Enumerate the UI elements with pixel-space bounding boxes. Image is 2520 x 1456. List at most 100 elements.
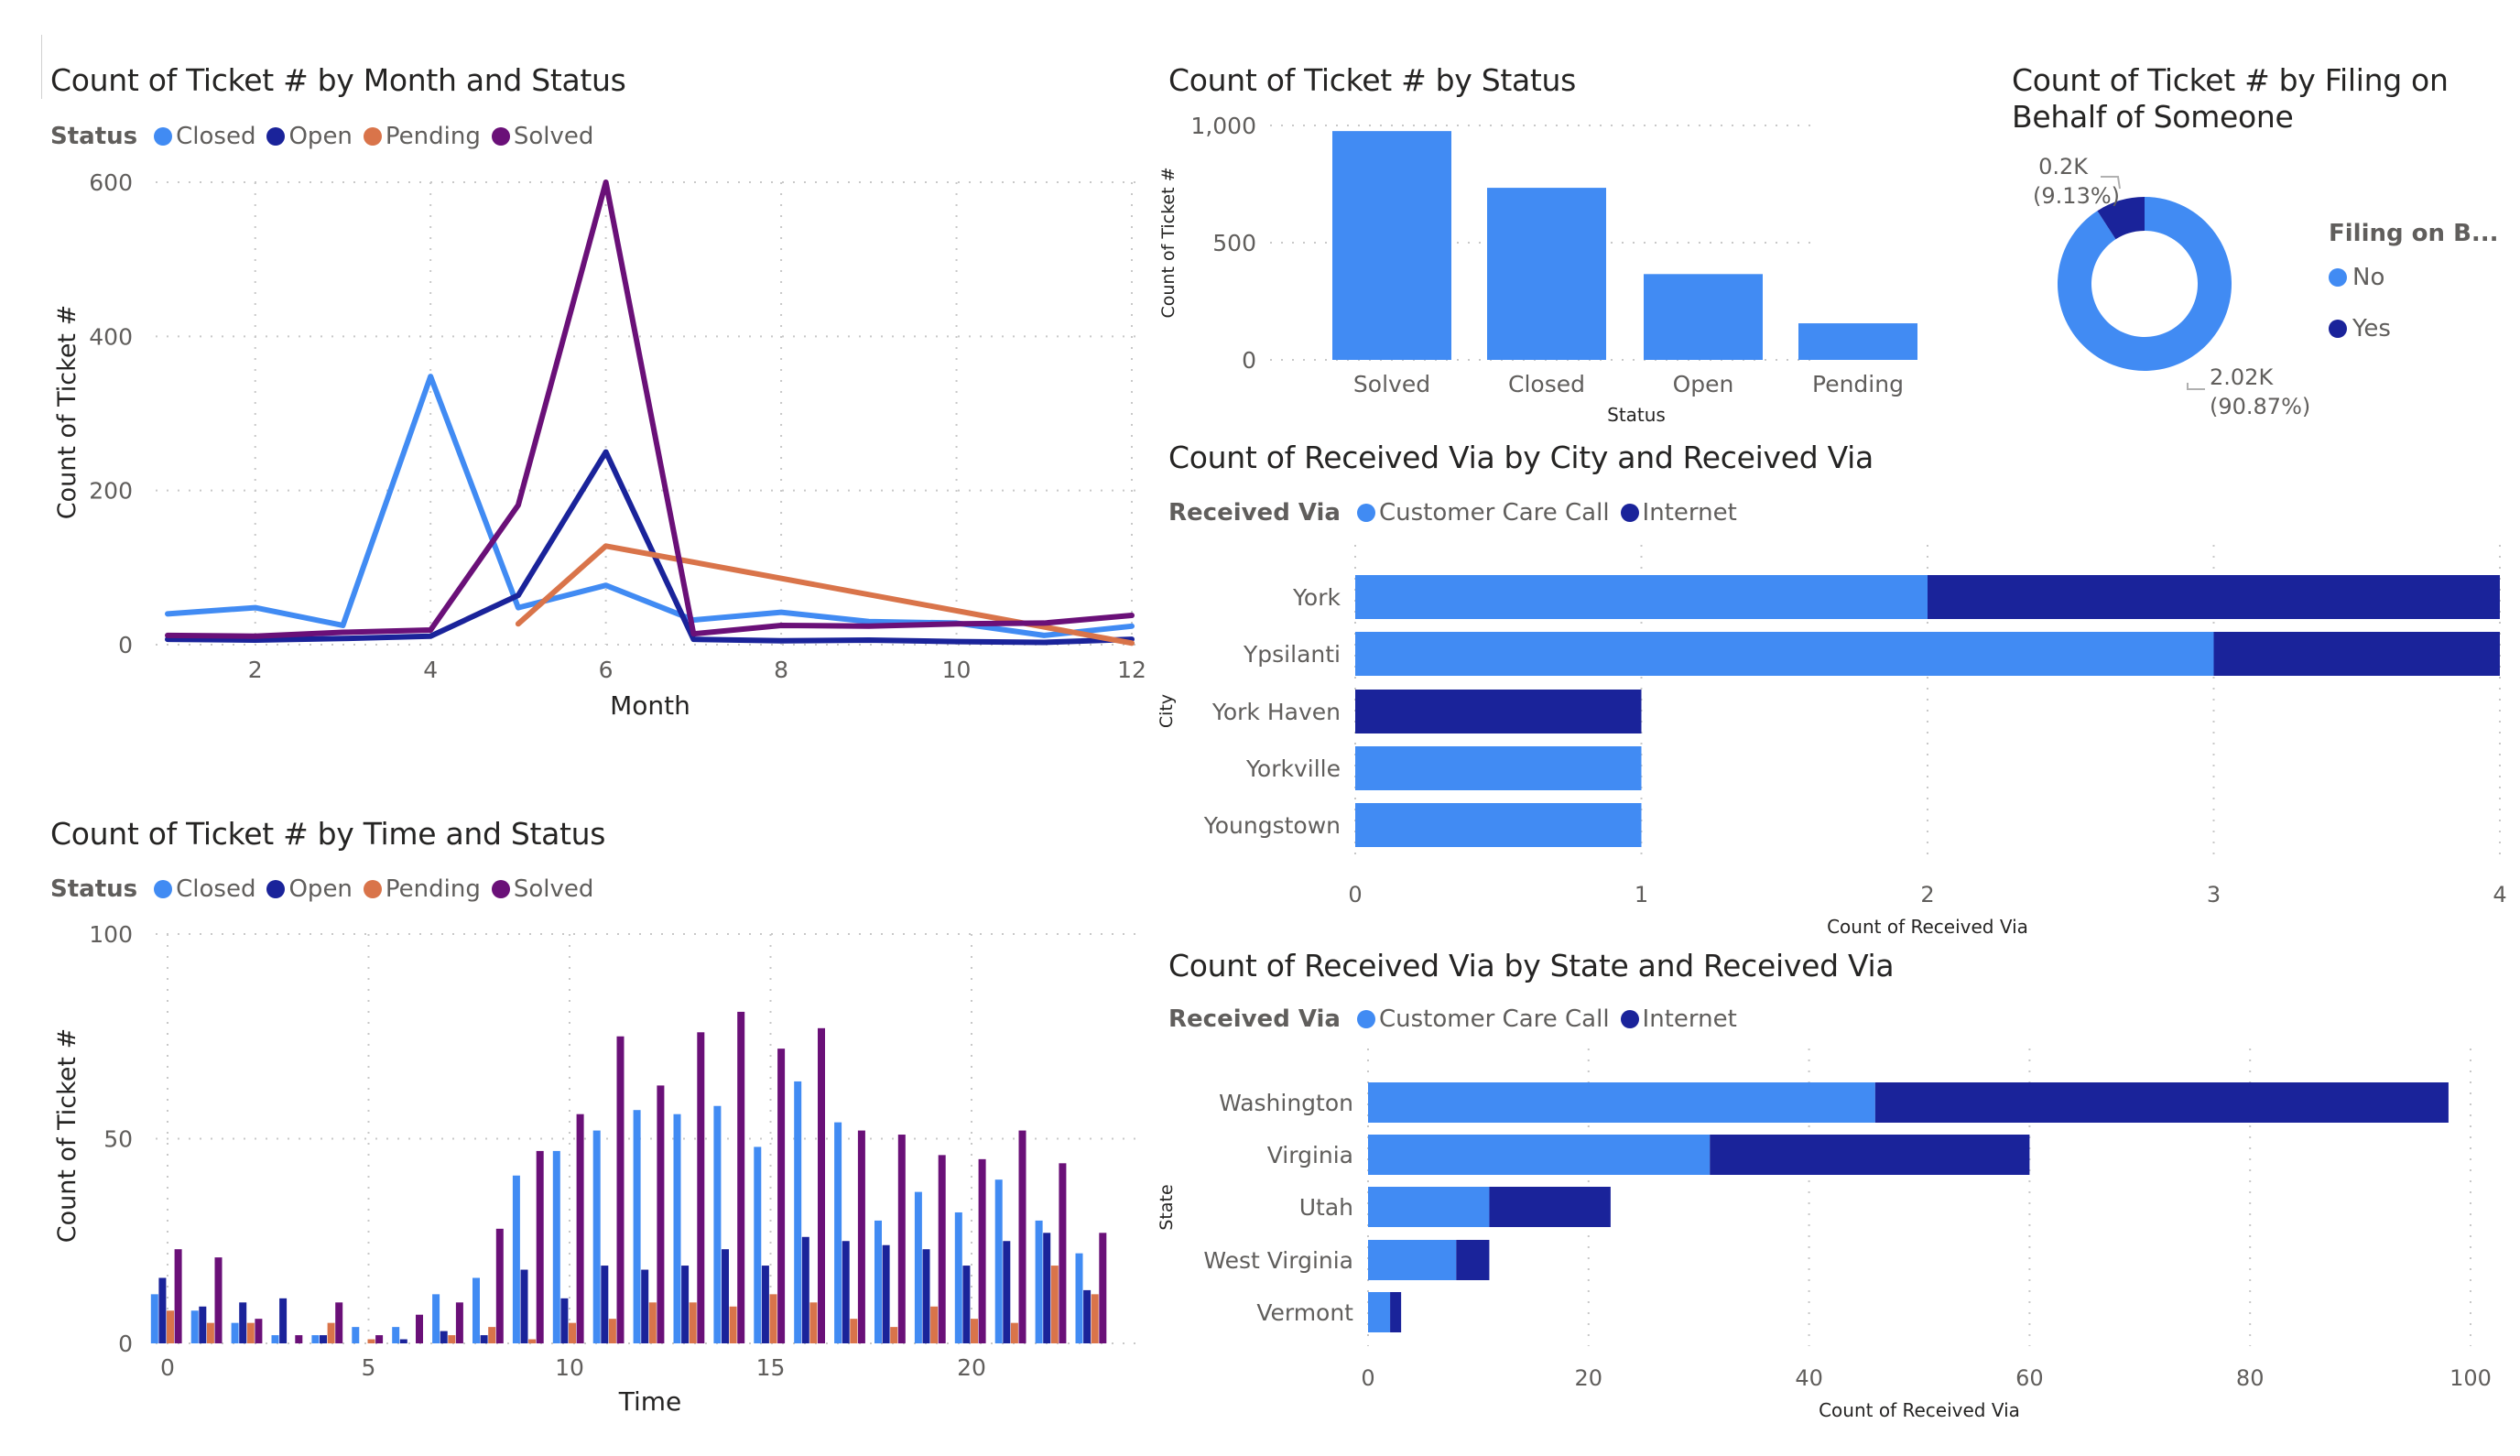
- leader-line: [2101, 176, 2121, 190]
- legend-item-pending[interactable]: Pending: [363, 875, 481, 903]
- legend-dot-icon: [1620, 1010, 1639, 1028]
- bar-closed: [432, 1294, 440, 1343]
- bar-segment-internet: [1710, 1135, 2030, 1175]
- x-tick-label: Solved: [1353, 371, 1430, 397]
- series-line-pending: [515, 543, 1135, 647]
- donut-slice-yes: [2097, 197, 2145, 240]
- bar-pending: [246, 1322, 255, 1343]
- legend-label: Solved: [513, 875, 594, 903]
- legend-item-open[interactable]: Open: [266, 123, 353, 150]
- bar-closed: [954, 1212, 962, 1343]
- bar-open: [199, 1306, 207, 1343]
- bar-solved: [818, 1027, 825, 1343]
- legend-label: Solved: [513, 123, 594, 150]
- legend-item-solved[interactable]: Solved: [491, 875, 594, 903]
- bar-solved: [697, 1032, 705, 1343]
- y-tick-label: Youngstown: [1203, 812, 1341, 839]
- bar-solved: [495, 1228, 504, 1343]
- legend-label: Pending: [385, 123, 481, 150]
- bar-segment-internet: [1874, 1082, 2449, 1123]
- leader-line: [2187, 383, 2205, 390]
- bar-segment-customer-care-call: [1368, 1240, 1457, 1280]
- x-tick-label: 0: [1348, 882, 1362, 907]
- x-axis-title: Month: [610, 690, 690, 721]
- bar-open: [922, 1249, 930, 1343]
- legend-item-internet[interactable]: Internet: [1620, 1005, 1737, 1033]
- bar-pending: [206, 1322, 214, 1343]
- x-tick-label: Closed: [1508, 371, 1585, 397]
- bar-solved: [1018, 1130, 1026, 1343]
- y-tick-label: York Haven: [1211, 699, 1341, 725]
- legend-label: Customer Care Call: [1378, 1005, 1610, 1033]
- legend-item-closed[interactable]: Closed: [154, 875, 255, 903]
- y-tick-label: Virginia: [1267, 1142, 1353, 1168]
- chart-title: Count of Ticket # by Month and Status: [50, 62, 626, 98]
- bar-open: [520, 1269, 528, 1343]
- filing-donut-chart[interactable]: Count of Ticket # by Filing on Behalf of…: [1978, 0, 2520, 440]
- bar-closed: [834, 1122, 842, 1343]
- bar-closed: [512, 1175, 520, 1343]
- legend-item-customer-care-call[interactable]: Customer Care Call: [1356, 499, 1610, 527]
- status-bar-chart[interactable]: Count of Ticket # by Status 0 500 1,000 Sol…: [1154, 0, 1978, 440]
- legend-dot-icon: [154, 127, 173, 146]
- bar-solved: [897, 1135, 906, 1343]
- bar-closed: [592, 1130, 601, 1343]
- y-tick-label: 400: [89, 323, 133, 350]
- bar-pending: [769, 1294, 777, 1343]
- bar-closed: [754, 1146, 762, 1343]
- x-tick-label: 20: [1575, 1365, 1603, 1391]
- month-status-line-chart[interactable]: Count of Ticket # by Month and Status St…: [0, 0, 1154, 733]
- bar-open: [1043, 1233, 1051, 1343]
- legend-dot-icon: [1620, 504, 1639, 522]
- bar-pending: [648, 1302, 657, 1343]
- legend-title: Status: [50, 123, 138, 150]
- x-tick-label: 0: [160, 1354, 175, 1381]
- legend-item-solved[interactable]: Solved: [491, 123, 594, 150]
- bar-open: [641, 1269, 649, 1343]
- bar-segment-internet: [2213, 632, 2500, 676]
- legend-label: Open: [288, 875, 353, 903]
- legend-title: Filing on B...: [2329, 220, 2499, 247]
- bar-open: [158, 1277, 167, 1343]
- x-tick-label: 20: [957, 1354, 986, 1381]
- bar-closed: [994, 1179, 1003, 1343]
- bar-solved: [777, 1049, 786, 1343]
- city-bar-chart[interactable]: Count of Received Via by City and Receiv…: [1154, 430, 2520, 943]
- y-tick-label: 200: [89, 478, 133, 505]
- x-tick-label: 100: [2449, 1365, 2492, 1391]
- legend-title: Received Via: [1168, 499, 1341, 527]
- bar-closed: [552, 1150, 560, 1343]
- y-axis-title: Count of Ticket #: [53, 1028, 81, 1243]
- x-tick-label: 8: [774, 657, 788, 683]
- legend-item-yes[interactable]: Yes: [2329, 315, 2499, 342]
- legend-dot-icon: [363, 880, 382, 898]
- bar-open: [882, 1244, 890, 1343]
- data-label-value: 0.2K: [2038, 154, 2089, 179]
- y-tick-label: 0: [1242, 347, 1256, 374]
- bar-open: [1083, 1289, 1092, 1343]
- bar-pending: [1091, 1294, 1099, 1343]
- bar-solved: [576, 1114, 584, 1343]
- x-tick-label: 4: [2493, 882, 2506, 907]
- legend-item-internet[interactable]: Internet: [1620, 499, 1737, 527]
- legend-item-no[interactable]: No: [2329, 264, 2499, 291]
- donut-legend: Filing on B... No Yes: [2329, 220, 2499, 366]
- bar-closed: [190, 1310, 199, 1343]
- bar-segment-internet: [1390, 1292, 1402, 1332]
- series-line-open: [165, 449, 1135, 646]
- bar-closed: [472, 1277, 480, 1343]
- chart-title: Count of Ticket # by Time and Status: [50, 816, 606, 852]
- x-axis-title: Status: [1607, 404, 1666, 426]
- legend-item-customer-care-call[interactable]: Customer Care Call: [1356, 1005, 1610, 1033]
- chart-legend: Received Via Customer Care Call Internet: [1168, 1005, 1748, 1033]
- state-bar-chart[interactable]: Count of Received Via by State and Recei…: [1154, 939, 2520, 1456]
- y-tick-label: Vermont: [1256, 1299, 1353, 1326]
- legend-item-closed[interactable]: Closed: [154, 123, 255, 150]
- bar-open: [801, 1236, 809, 1343]
- legend-item-open[interactable]: Open: [266, 875, 353, 903]
- y-tick-label: Ypsilanti: [1243, 641, 1341, 668]
- legend-item-pending[interactable]: Pending: [363, 123, 481, 150]
- time-status-bar-chart[interactable]: Count of Ticket # by Time and Status Sta…: [0, 751, 1154, 1456]
- chart-legend: Status Closed Open Pending Solved: [50, 875, 604, 903]
- bar-open: [279, 1298, 288, 1343]
